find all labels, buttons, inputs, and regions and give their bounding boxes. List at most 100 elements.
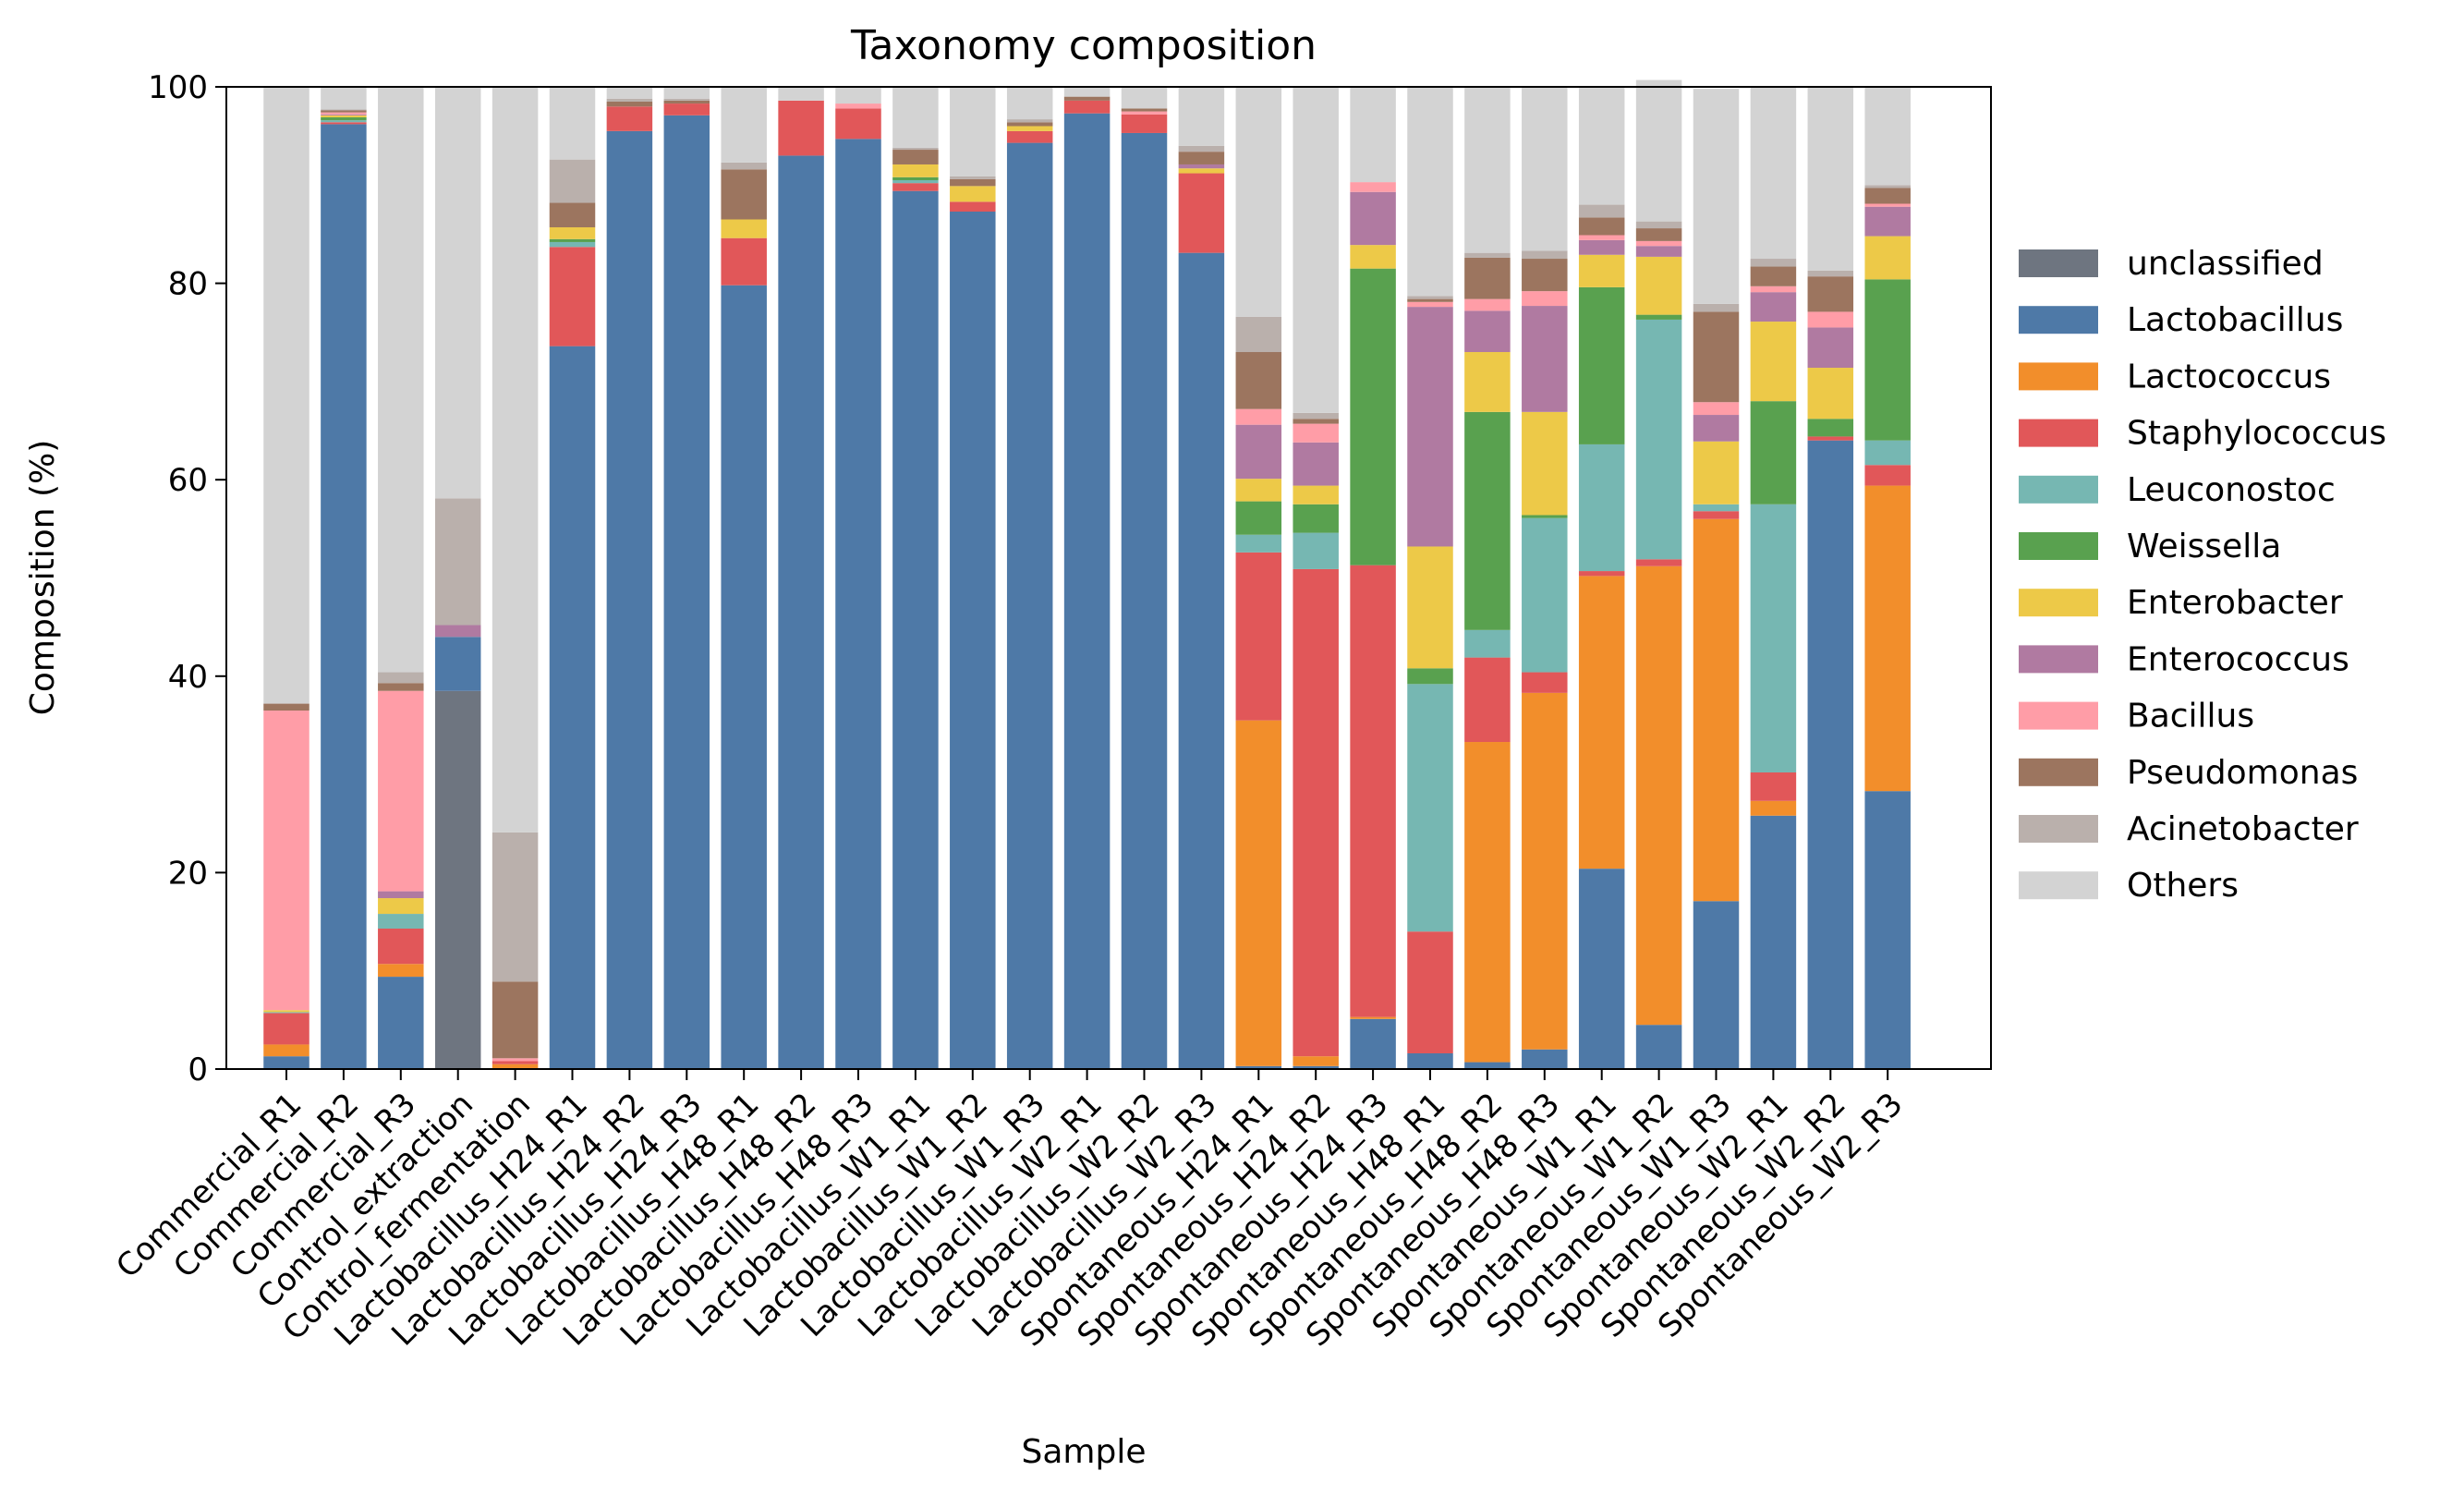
y-tick-label-5: 100	[148, 69, 208, 106]
bar-segment-staphylococcus-28	[1864, 465, 1911, 486]
bar-segment-bacillus-25	[1693, 402, 1740, 416]
bar-segment-others-25	[1693, 89, 1740, 304]
bar-segment-others-26	[1750, 87, 1797, 260]
bar-segment-enterobacter-16	[1178, 168, 1225, 174]
legend-label-enterococcus: Enterococcus	[2127, 640, 2349, 678]
bar-segment-others-0	[263, 87, 310, 704]
bar-segment-lactobacillus-13	[1006, 142, 1053, 1070]
bar-segment-pseudomonas-0	[263, 703, 310, 711]
bar-segment-acinetobacter-7	[663, 98, 710, 101]
bar-segment-lactococcus-25	[1693, 518, 1740, 902]
bar-segment-weissella-23	[1578, 286, 1625, 444]
bar-segment-pseudomonas-25	[1693, 311, 1740, 403]
bar-segment-others-6	[606, 87, 653, 99]
bar-segment-staphylococcus-15	[1121, 114, 1168, 133]
bar-segment-acinetobacter-28	[1864, 185, 1911, 188]
bar-segment-staphylococcus-10	[835, 108, 881, 140]
bar-segment-others-21	[1464, 87, 1511, 253]
bar-segment-bacillus-17	[1235, 408, 1282, 425]
legend-swatch-weissella	[2019, 532, 2098, 560]
bar-segment-staphylococcus-4	[492, 1061, 539, 1064]
legend-label-bacillus: Bacillus	[2127, 698, 2254, 735]
bar-segment-staphylococcus-21	[1464, 657, 1511, 743]
bar-segment-bacillus-18	[1293, 423, 1339, 443]
bar-segment-lactobacillus-18	[1293, 1065, 1339, 1069]
legend-label-pseudomonas: Pseudomonas	[2127, 754, 2358, 792]
bar-segment-enterobacter-5	[549, 227, 596, 239]
legend-label-lactobacillus: Lactobacillus	[2127, 301, 2343, 339]
bar-segment-lactococcus-2	[378, 964, 424, 978]
bar-segment-enterobacter-26	[1750, 322, 1797, 402]
bar-segment-enterococcus-22	[1522, 306, 1568, 412]
bar-segment-lactobacillus-19	[1350, 1018, 1396, 1069]
bar-segment-others-3	[434, 87, 481, 499]
bar-segment-bacillus-1	[321, 112, 367, 115]
bar-segment-pseudomonas-2	[378, 683, 424, 691]
x-axis-label: Sample	[1022, 1433, 1147, 1471]
bar-segment-enterococcus-17	[1235, 424, 1282, 480]
bar-segment-acinetobacter-1	[321, 109, 367, 111]
bar-segment-enterococcus-25	[1693, 415, 1740, 442]
bar-segment-bacillus-21	[1464, 298, 1511, 311]
bar-segment-lactococcus-17	[1235, 720, 1282, 1066]
bar-segment-lactobacillus-12	[950, 212, 996, 1069]
legend-label-staphylococcus: Staphylococcus	[2127, 415, 2386, 453]
bar-segment-lactobacillus-28	[1864, 791, 1911, 1069]
bar-segment-pseudomonas-15	[1121, 108, 1168, 112]
bar-segment-pseudomonas-16	[1178, 152, 1225, 164]
bar-segment-acinetobacter-11	[892, 147, 939, 151]
bar-segment-staphylococcus-22	[1522, 672, 1568, 693]
y-tick-label-3: 60	[168, 462, 208, 499]
bar-segment-lactobacillus-15	[1121, 132, 1168, 1069]
bar-segment-others-9	[778, 87, 824, 101]
bar-segment-lactococcus-18	[1293, 1056, 1339, 1066]
bars-group	[263, 79, 1911, 1070]
legend-swatch-others	[2019, 871, 2098, 900]
y-tick-label-2: 40	[168, 659, 208, 696]
bar-segment-lactococcus-28	[1864, 485, 1911, 792]
bar-segment-lactobacillus-23	[1578, 869, 1625, 1069]
bar-segment-leuconostoc-18	[1293, 532, 1339, 569]
y-tick-label-1: 20	[168, 855, 208, 892]
bar-segment-enterococcus-2	[378, 891, 424, 899]
bar-segment-bacillus-19	[1350, 182, 1396, 192]
bar-segment-lactobacillus-14	[1063, 113, 1111, 1070]
legend-label-enterobacter: Enterobacter	[2127, 584, 2343, 622]
bar-segment-enterobacter-25	[1693, 441, 1740, 504]
bar-segment-pseudomonas-23	[1578, 217, 1625, 236]
bar-segment-others-8	[721, 87, 767, 163]
bar-segment-lactobacillus-6	[606, 130, 653, 1070]
bar-segment-leuconostoc-2	[378, 914, 424, 929]
bar-segment-lactobacillus-0	[263, 1056, 310, 1069]
bar-segment-pseudomonas-28	[1864, 188, 1911, 204]
bar-segment-acinetobacter-18	[1293, 412, 1339, 419]
bar-segment-lactobacillus-5	[549, 346, 596, 1069]
bar-segment-acinetobacter-2	[378, 672, 424, 684]
bar-segment-pseudomonas-26	[1750, 266, 1797, 286]
bar-segment-weissella-17	[1235, 501, 1282, 535]
legend-swatch-lactococcus	[2019, 362, 2098, 391]
bar-segment-enterobacter-27	[1807, 368, 1854, 419]
bar-segment-lactobacillus-16	[1178, 252, 1225, 1069]
bar-segment-lactobacillus-9	[778, 155, 824, 1069]
bar-segment-bacillus-28	[1864, 203, 1911, 207]
y-tick-label-0: 0	[188, 1051, 208, 1088]
bar-segment-enterococcus-16	[1178, 164, 1225, 169]
bar-segment-others-27	[1807, 87, 1854, 271]
bar-segment-weissella-18	[1293, 504, 1339, 533]
bar-segment-pseudomonas-21	[1464, 257, 1511, 299]
legend-swatch-enterobacter	[2019, 589, 2098, 617]
bar-segment-pseudomonas-11	[892, 150, 939, 164]
bar-segment-enterobacter-24	[1635, 256, 1682, 315]
bar-segment-staphylococcus-7	[663, 103, 710, 115]
bar-segment-others-20	[1407, 87, 1453, 297]
bar-segment-pseudomonas-18	[1293, 419, 1339, 424]
bar-segment-lactobacillus-27	[1807, 440, 1854, 1069]
bar-segment-enterococcus-3	[434, 625, 481, 638]
bar-segment-leuconostoc-20	[1407, 684, 1453, 932]
bar-segment-leuconostoc-5	[549, 241, 596, 248]
legend-swatch-acinetobacter	[2019, 815, 2098, 843]
bar-segment-bacillus-27	[1807, 311, 1854, 328]
bar-segment-leuconostoc-22	[1522, 517, 1568, 673]
